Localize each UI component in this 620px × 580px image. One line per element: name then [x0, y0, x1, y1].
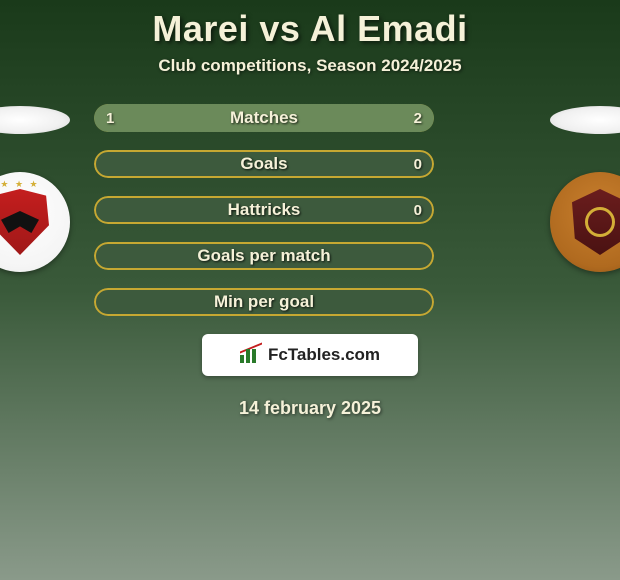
stat-value-left: 1: [106, 110, 114, 127]
chart-icon: [240, 347, 262, 363]
chart-trend-icon: [240, 343, 262, 364]
left-player-column: ★ ★ ★: [0, 104, 90, 272]
right-crest-shield-icon: [572, 189, 620, 255]
ring-icon: [585, 207, 615, 237]
left-player-silhouette: [0, 106, 70, 134]
stat-label: Matches: [230, 108, 298, 128]
left-club-crest: ★ ★ ★: [0, 172, 70, 272]
stat-value-right: 2: [414, 110, 422, 127]
date-label: 14 february 2025: [239, 398, 381, 419]
stat-row: 0 Goals: [94, 150, 434, 178]
left-crest-graphic: ★ ★ ★: [0, 187, 55, 257]
right-club-crest: [550, 172, 620, 272]
stat-row: 1 2 Matches: [94, 104, 434, 132]
stat-label: Goals per match: [197, 246, 330, 266]
right-player-silhouette: [550, 106, 620, 134]
left-crest-stars-icon: ★ ★ ★: [0, 179, 50, 190]
stat-label: Goals: [240, 154, 287, 174]
stat-row: 0 Hattricks: [94, 196, 434, 224]
page-subtitle: Club competitions, Season 2024/2025: [158, 56, 461, 76]
stat-value-right: 0: [414, 202, 422, 219]
stats-list: 1 2 Matches 0 Goals 0 Hattricks Goals per match…: [90, 104, 530, 316]
stat-value-right: 0: [414, 156, 422, 173]
stat-row: Goals per match: [94, 242, 434, 270]
stat-label: Min per goal: [214, 292, 314, 312]
content-wrapper: Marei vs Al Emadi Club competitions, Sea…: [0, 0, 620, 580]
right-player-column: [530, 104, 620, 272]
stat-row: Min per goal: [94, 288, 434, 316]
branding-text: FcTables.com: [268, 345, 380, 365]
comparison-section: ★ ★ ★ 1 2 Matches 0 Goals 0 Hattricks Goals per…: [0, 104, 620, 316]
left-crest-shield-icon: [0, 189, 49, 255]
stat-label: Hattricks: [228, 200, 301, 220]
eagle-icon: [1, 211, 39, 233]
branding-badge: FcTables.com: [202, 334, 418, 376]
page-title: Marei vs Al Emadi: [152, 8, 467, 50]
